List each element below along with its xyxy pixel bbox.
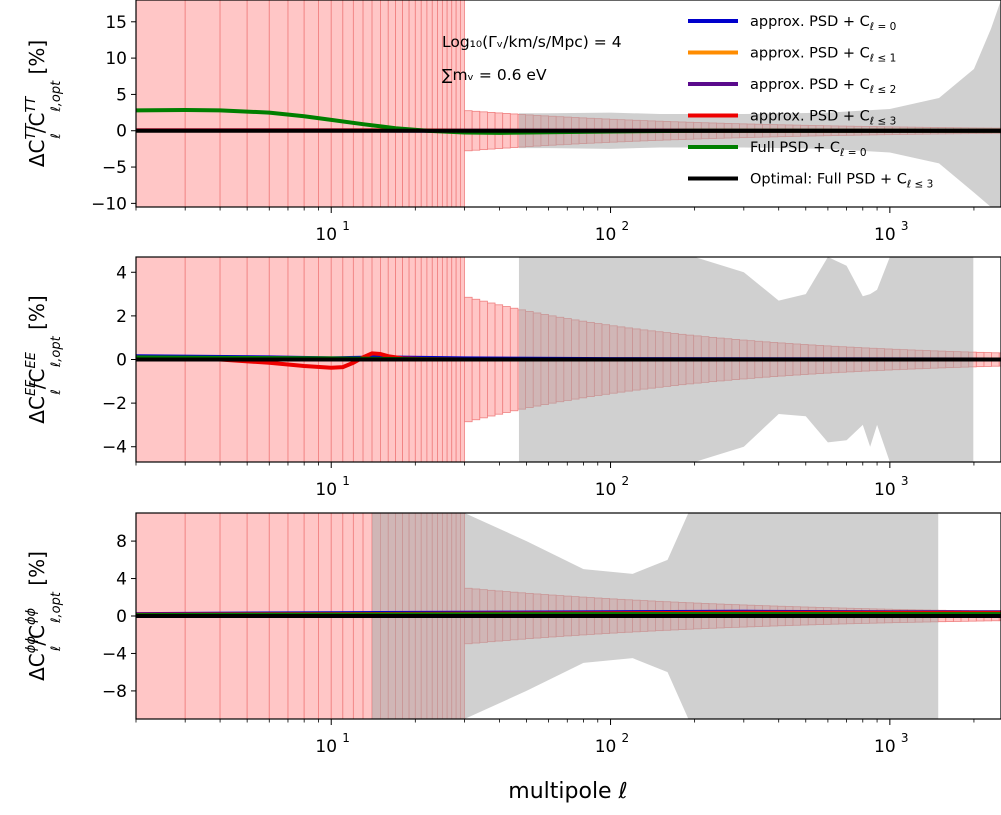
legend-label: approx. PSD + Cℓ ≤ 2 xyxy=(750,77,896,96)
y-tick-label: −4 xyxy=(102,438,127,458)
legend-label: approx. PSD + Cℓ = 0 xyxy=(750,14,896,33)
annotation-gamma: Log₁₀(Γᵥ/km/s/Mpc) = 4 xyxy=(442,33,622,51)
x-tick-label: 10 xyxy=(874,225,896,245)
x-tick-exponent: 2 xyxy=(622,731,630,745)
annotation-mass: ∑mᵥ = 0.6 eV xyxy=(442,66,547,84)
y-tick-label: 15 xyxy=(105,13,127,33)
legend-entry: Optimal: Full PSD + Cℓ ≤ 3 xyxy=(688,172,933,191)
x-tick-exponent: 3 xyxy=(901,731,909,745)
y-tick-label: −2 xyxy=(102,394,127,414)
x-tick-label: 10 xyxy=(874,737,896,757)
x-tick-exponent: 2 xyxy=(622,474,630,488)
x-tick-label: 10 xyxy=(874,480,896,500)
x-tick-label: 10 xyxy=(595,737,617,757)
x-tick-exponent: 1 xyxy=(342,731,350,745)
legend-entry: approx. PSD + Cℓ ≤ 2 xyxy=(688,77,896,96)
y-tick-label: 0 xyxy=(116,122,127,142)
y-tick-label: 4 xyxy=(116,570,127,590)
x-tick-label: 10 xyxy=(595,225,617,245)
x-tick-exponent: 1 xyxy=(342,219,350,233)
parameter-annotation: Log₁₀(Γᵥ/km/s/Mpc) = 4 ∑mᵥ = 0.6 eV xyxy=(442,33,622,84)
x-tick-label: 10 xyxy=(595,480,617,500)
x-tick-label: 10 xyxy=(315,480,337,500)
y-tick-label: −10 xyxy=(91,194,127,214)
x-tick-label: 10 xyxy=(315,225,337,245)
plot-area-phiphi xyxy=(136,513,1001,719)
x-axis-label: multipole ℓ xyxy=(508,779,627,804)
x-tick-exponent: 1 xyxy=(342,474,350,488)
legend-entry: approx. PSD + Cℓ = 0 xyxy=(688,14,896,33)
y-tick-label: 2 xyxy=(116,307,127,327)
x-tick-exponent: 3 xyxy=(901,219,909,233)
legend: approx. PSD + Cℓ = 0 approx. PSD + Cℓ ≤ 1… xyxy=(688,14,933,191)
y-tick-label: 4 xyxy=(116,263,127,283)
legend-label: approx. PSD + Cℓ ≤ 1 xyxy=(750,46,896,65)
plot-area-EE xyxy=(136,257,1001,462)
y-tick-label: 0 xyxy=(116,351,127,371)
x-tick-exponent: 3 xyxy=(901,474,909,488)
legend-entry: approx. PSD + Cℓ ≤ 1 xyxy=(688,46,896,65)
y-tick-label: −8 xyxy=(102,682,127,702)
y-tick-label: 10 xyxy=(105,49,127,69)
x-tick-exponent: 2 xyxy=(622,219,630,233)
legend-label: Optimal: Full PSD + Cℓ ≤ 3 xyxy=(750,172,933,191)
y-tick-label: 0 xyxy=(116,607,127,627)
y-tick-label: −5 xyxy=(102,158,127,178)
y-tick-label: 8 xyxy=(116,532,127,552)
x-tick-label: 10 xyxy=(315,737,337,757)
y-tick-label: −4 xyxy=(102,644,127,664)
y-tick-label: 5 xyxy=(116,85,127,105)
